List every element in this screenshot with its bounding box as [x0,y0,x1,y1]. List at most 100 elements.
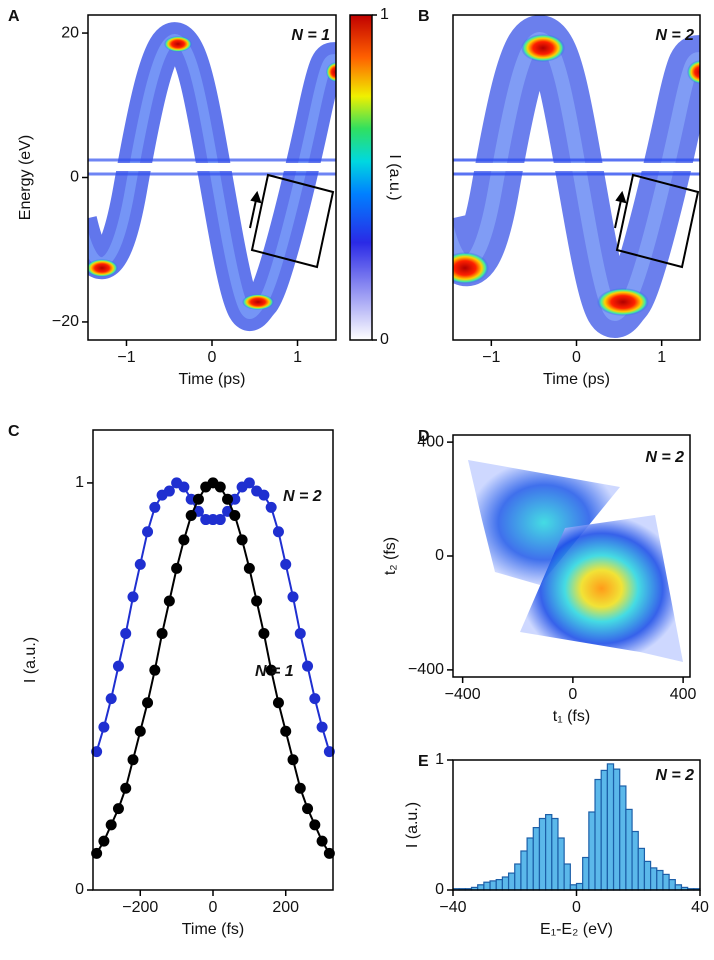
colorbar-label: I (a.u.) [386,154,403,200]
data-point [265,664,277,676]
heatmap-b [453,15,700,338]
histogram-bar [532,826,541,891]
x-axis-label: E₁-E₂ (eV) [540,921,613,938]
x-tick-label: 0 [572,349,581,366]
y-tick-label: −400 [408,661,444,678]
histogram-bar [600,769,608,891]
data-point [309,693,321,705]
data-point [185,509,197,521]
histogram-bar [668,878,676,891]
data-point [178,534,190,546]
histogram-bar [649,867,658,891]
panel-letter: E [418,753,429,770]
data-point [163,595,175,607]
data-point [142,526,154,538]
y-tick-label: 20 [61,24,79,41]
histogram-bar [545,813,553,891]
x-tick-label: −400 [445,686,481,703]
histogram-bar [501,876,510,891]
data-point [214,514,226,526]
y-tick-label: −20 [52,313,79,330]
histogram-bar [514,863,522,891]
data-point [243,562,255,574]
histogram-bar [495,878,504,891]
data-point [287,754,299,766]
x-tick-label: −40 [439,899,466,916]
panel-letter: A [8,8,20,25]
histogram-bar [477,884,485,891]
x-tick-label: −200 [122,899,158,916]
data-point [265,501,277,513]
data-point [127,591,139,603]
y-axis-label: t₂ (fs) [382,537,399,575]
fit-line [95,481,331,854]
data-point [302,803,314,815]
data-point [316,835,328,847]
histogram-bar [625,808,633,891]
x-tick-label: 1 [293,349,302,366]
data-point [178,481,190,493]
data-point [258,628,270,640]
annotation: N = 1 [291,27,330,44]
y-tick-label: 1 [435,751,444,768]
histogram-bar [563,863,571,891]
data-point [105,819,117,831]
data-point [287,591,299,603]
histogram-bar [674,884,683,891]
panel-letter: B [418,8,430,25]
histogram-bar [656,869,664,891]
data-point [294,628,306,640]
x-tick-label: 40 [691,899,709,916]
x-tick-label: 0 [568,686,577,703]
annotation: N = 2 [655,767,694,784]
colorbar [349,14,373,341]
histogram-bar [637,847,646,891]
data-point [112,660,124,672]
data-point [294,782,306,794]
x-tick-label: 1 [657,349,666,366]
x-tick-label: 0 [209,899,218,916]
data-point [98,835,110,847]
data-point [258,489,270,501]
data-point [163,485,175,497]
data-point [280,558,292,570]
heatmap-d [468,460,683,662]
data-point [192,493,204,505]
x-tick-label: 200 [272,899,299,916]
histogram-bar [538,817,547,891]
data-point [149,664,161,676]
histogram-bar [631,830,639,891]
data-point [142,697,154,709]
x-axis-label: Time (fs) [182,921,245,938]
data-point [91,746,103,758]
y-axis-label: I (a.u.) [22,637,39,683]
data-point [302,660,314,672]
data-point [149,501,161,513]
histogram-bar [612,768,621,891]
series-label: N = 1 [255,663,294,680]
histogram-bar [575,882,584,891]
data-point [134,558,146,570]
heatmap-a [88,22,336,331]
x-axis-label: Time (ps) [543,371,610,388]
data-point [120,782,132,794]
y-tick-label: 0 [70,169,79,186]
roi-box [249,173,700,269]
x-tick-label: 400 [670,686,697,703]
data-point [156,628,168,640]
data-point [98,721,110,733]
data-point [91,847,103,859]
x-tick-label: 0 [572,899,581,916]
data-point [120,628,132,640]
histogram-bar [606,763,615,891]
data-point [243,477,255,489]
data-point [272,526,284,538]
histogram-bar [489,880,497,891]
data-point [272,697,284,709]
histogram-bar [551,817,559,891]
x-tick-label: −1 [117,349,135,366]
data-point [171,562,183,574]
x-axis-label: Time (ps) [179,371,246,388]
data-point [309,819,321,831]
